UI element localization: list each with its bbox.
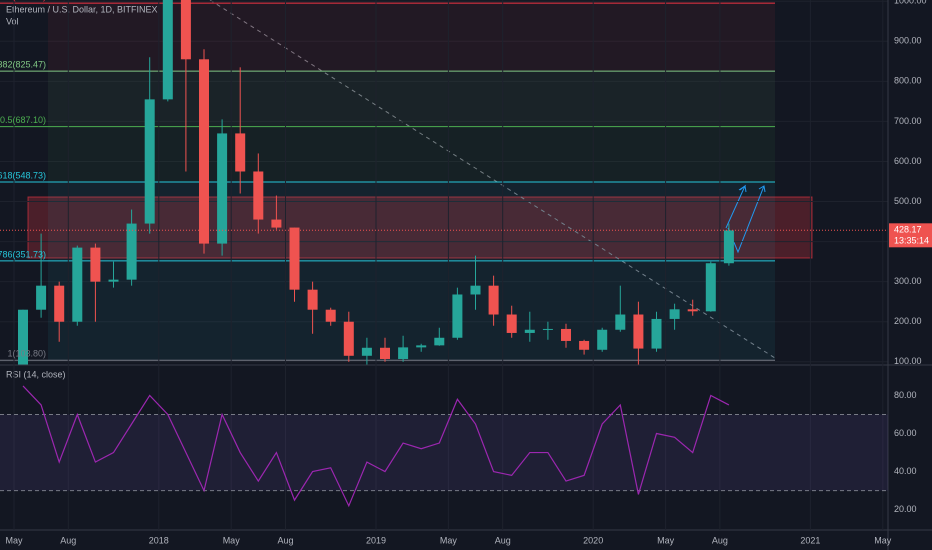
- candle-body: [18, 309, 28, 365]
- candle-body: [162, 0, 173, 100]
- candle-body: [90, 247, 101, 282]
- fib-label: 0.382(825.47): [0, 60, 46, 70]
- x-tick-label: 2019: [366, 535, 386, 545]
- candle-body: [54, 285, 65, 322]
- y-tick-label: 600.00: [894, 156, 922, 166]
- countdown: 13:35:14: [894, 236, 929, 246]
- fib-fill: [48, 182, 775, 261]
- candle-body: [723, 230, 734, 264]
- fib-label: 0.5(687.10): [0, 115, 46, 125]
- candle-body: [651, 318, 662, 349]
- x-tick-label: May: [874, 535, 892, 545]
- candle-body: [380, 347, 390, 359]
- arrow-head: [739, 185, 747, 193]
- candle-body: [217, 133, 228, 244]
- rsi-line: [22, 385, 730, 508]
- y-tick-label: 900.00: [894, 36, 922, 46]
- candle-body: [398, 347, 409, 359]
- candle-body: [126, 223, 137, 280]
- candle-body: [561, 328, 571, 341]
- candle-body: [144, 99, 155, 224]
- candle-body: [72, 247, 83, 322]
- rsi-band: [0, 414, 888, 491]
- x-tick-label: Aug: [277, 535, 293, 545]
- candle-body: [506, 314, 517, 333]
- candle-body: [705, 263, 716, 312]
- x-tick-label: 2020: [583, 535, 603, 545]
- candle-body: [579, 340, 590, 350]
- candle-body: [597, 329, 608, 350]
- x-tick-label: May: [5, 535, 23, 545]
- candle-body: [343, 321, 354, 356]
- candle-body: [180, 0, 191, 60]
- vol-label: Vol: [6, 16, 19, 26]
- x-tick-label: 2021: [800, 535, 820, 545]
- candle-body: [325, 309, 336, 322]
- y-tick-label: 60.00: [894, 428, 917, 438]
- candle-body: [633, 314, 644, 349]
- y-tick-label: 200.00: [894, 316, 922, 326]
- rsi-title: RSI (14, close): [6, 369, 66, 379]
- candle-body: [253, 171, 264, 220]
- candle-body: [289, 227, 300, 290]
- y-tick-label: 1000.00: [894, 0, 927, 6]
- candle-body: [452, 294, 463, 338]
- x-tick-label: May: [657, 535, 675, 545]
- price-pane: [0, 0, 888, 365]
- x-tick-label: Aug: [60, 535, 76, 545]
- y-tick-label: 800.00: [894, 76, 922, 86]
- y-tick-label: 80.00: [894, 390, 917, 400]
- fib-label: 0.618(548.73): [0, 170, 46, 180]
- y-tick-label: 100.00: [894, 356, 922, 366]
- candle-body: [615, 314, 626, 330]
- candle-body: [271, 219, 282, 228]
- x-tick-label: May: [440, 535, 458, 545]
- candle-body: [687, 309, 698, 312]
- x-tick-label: Aug: [495, 535, 511, 545]
- y-tick-label: 300.00: [894, 276, 922, 286]
- candle-body: [235, 133, 246, 172]
- candle-body: [361, 347, 372, 356]
- candle-body: [108, 279, 119, 282]
- title: Ethereum / U.S. Dollar, 1D, BITFINEX: [6, 4, 158, 14]
- candle-body: [524, 329, 535, 333]
- candle-body: [434, 337, 445, 346]
- fib-label: 1(103.80): [7, 349, 46, 359]
- price-tag-text: 428.17: [894, 225, 922, 235]
- arrow-head: [758, 185, 766, 193]
- candle-body: [488, 285, 499, 315]
- candle-body: [307, 289, 318, 310]
- candle-body: [470, 285, 481, 295]
- x-tick-label: 2018: [149, 535, 169, 545]
- y-tick-label: 500.00: [894, 196, 922, 206]
- x-tick-label: May: [223, 535, 241, 545]
- y-tick-label: 700.00: [894, 116, 922, 126]
- fib-label: 0.236(995.07): [0, 0, 46, 2]
- fib-fill: [48, 126, 775, 183]
- candle-body: [199, 59, 209, 244]
- price-tag: [889, 223, 932, 248]
- fib-label: 0.786(351.73): [0, 249, 46, 259]
- candle-body: [669, 309, 680, 319]
- candle-body: [416, 345, 427, 348]
- candle-body: [36, 285, 47, 310]
- candle-body: [542, 328, 553, 330]
- y-tick-label: 20.00: [894, 504, 917, 514]
- x-tick-label: Aug: [712, 535, 728, 545]
- y-tick-label: 40.00: [894, 466, 917, 476]
